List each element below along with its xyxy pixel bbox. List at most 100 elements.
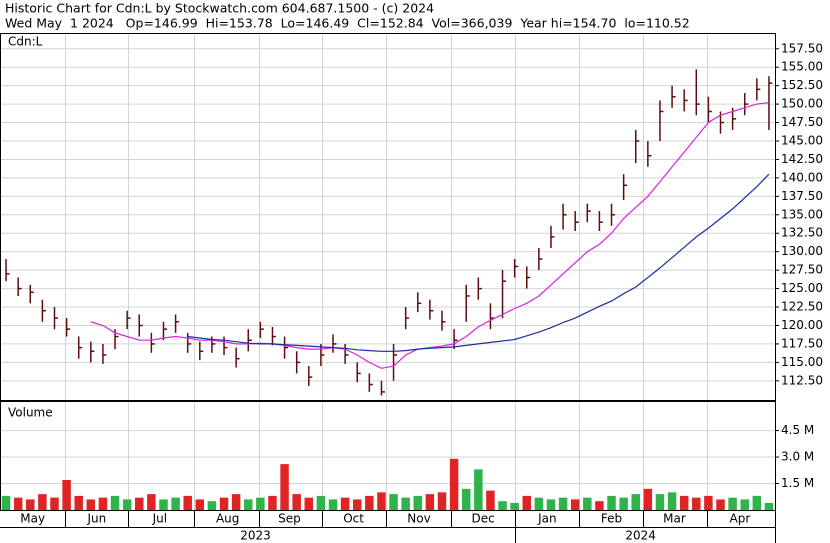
volume-bar [631, 494, 640, 510]
volume-panel-label: Volume [8, 406, 53, 420]
year-label: 2023 [240, 529, 271, 543]
y-tick-label: 115.00 [781, 355, 823, 369]
y-tick-label: 3.0 M [781, 450, 814, 464]
volume-bar [679, 495, 689, 510]
x-tick-label: Apr [730, 512, 751, 526]
x-tick-label: Aug [216, 512, 239, 526]
volume-bar [328, 499, 338, 510]
volume-bar [86, 499, 96, 510]
volume-bar [122, 499, 132, 510]
y-tick-label: 142.50 [781, 152, 823, 166]
y-tick-label: 112.50 [781, 373, 823, 387]
volume-bar [98, 497, 108, 510]
price-panel-label: Cdn:L [8, 35, 43, 49]
volume-bar [498, 501, 507, 510]
y-tick-label: 125.00 [781, 281, 823, 295]
price-frame [0, 33, 776, 401]
moving-average [187, 173, 770, 352]
y-tick-label: 120.00 [781, 318, 823, 332]
y-tick-label: 145.00 [781, 133, 823, 147]
volume-bar [26, 499, 35, 510]
volume-bar [62, 480, 71, 510]
volume-bar [219, 497, 229, 510]
volume-frame [0, 401, 776, 511]
y-tick-label: 140.00 [781, 170, 823, 184]
x-tick-label: Jul [152, 512, 167, 526]
volume-bar [558, 497, 568, 510]
y-tick-label: 117.50 [781, 336, 823, 350]
volume-bar [231, 494, 241, 510]
header-quote: Wed May 1 2024 Op=146.99 Hi=153.78 Lo=14… [5, 16, 690, 31]
volume-bar [740, 499, 749, 510]
volume-bar [728, 497, 737, 510]
x-tick-label: Feb [601, 512, 622, 526]
volume-bar [486, 490, 495, 510]
y-tick-label: 4.5 M [781, 423, 814, 437]
volume-bar [570, 499, 580, 510]
y-tick-label: 1.5 M [781, 476, 814, 490]
x-tick-label: Dec [472, 512, 495, 526]
volume-bar [38, 494, 47, 510]
volume-bar [389, 494, 398, 510]
volume-bar [425, 494, 435, 510]
x-tick-label: May [20, 512, 45, 526]
volume-bar [643, 488, 653, 510]
volume-bar [595, 501, 604, 510]
volume-bar [764, 502, 774, 510]
y-tick-label: 155.00 [781, 60, 823, 74]
grid [0, 34, 779, 527]
volume-bar [437, 492, 447, 510]
volume-bar [413, 495, 423, 510]
y-tick-label: 130.00 [781, 244, 823, 258]
volume-bar [292, 494, 301, 510]
volume-bar [50, 497, 59, 510]
volume-bar [207, 501, 217, 510]
volume-bar [268, 495, 277, 510]
volume-bar [13, 497, 23, 510]
volume-bar [135, 497, 144, 510]
volume-bar [401, 497, 410, 510]
y-tick-label: 150.00 [781, 97, 823, 111]
y-tick-label: 132.50 [781, 226, 823, 240]
volume-bar [510, 502, 519, 510]
volume-bar [474, 469, 483, 510]
volume-bar [256, 497, 265, 510]
volume-bar [147, 494, 156, 510]
volume-bar [534, 497, 544, 510]
volume-bar [352, 499, 362, 510]
volume-bar [752, 495, 762, 510]
volume-bar [1, 495, 11, 510]
volume-bar [583, 497, 592, 510]
volume-bar [340, 497, 350, 510]
x-tick-label: Jun [87, 512, 107, 526]
year-label: 2024 [625, 529, 656, 543]
header-title: Historic Chart for Cdn:L by Stockwatch.c… [5, 1, 434, 16]
x-tick-label: Mar [663, 512, 686, 526]
volume-bar [607, 495, 616, 510]
volume-bar [692, 497, 701, 510]
volume-bar [316, 495, 326, 510]
volume-bar [183, 495, 192, 510]
volume-bar [667, 492, 677, 510]
y-tick-label: 137.50 [781, 189, 823, 203]
volume-bar [546, 499, 556, 510]
y-tick-label: 122.50 [781, 300, 823, 314]
y-tick-label: 152.50 [781, 78, 823, 92]
volume-bar [244, 499, 253, 510]
y-tick-label: 157.50 [781, 41, 823, 55]
x-tick-label: Nov [407, 512, 430, 526]
moving-average [90, 102, 769, 369]
volume-bar [655, 494, 665, 510]
volume-bar [74, 495, 83, 510]
y-tick-label: 135.00 [781, 207, 823, 221]
volume-bar [377, 492, 386, 510]
volume-bar [159, 499, 168, 510]
volume-bar [449, 458, 459, 510]
x-tick-label: Oct [343, 512, 364, 526]
volume-bar [461, 488, 471, 510]
volume-bar [280, 464, 289, 510]
volume-bar [522, 495, 531, 510]
volume-bar [110, 495, 120, 510]
